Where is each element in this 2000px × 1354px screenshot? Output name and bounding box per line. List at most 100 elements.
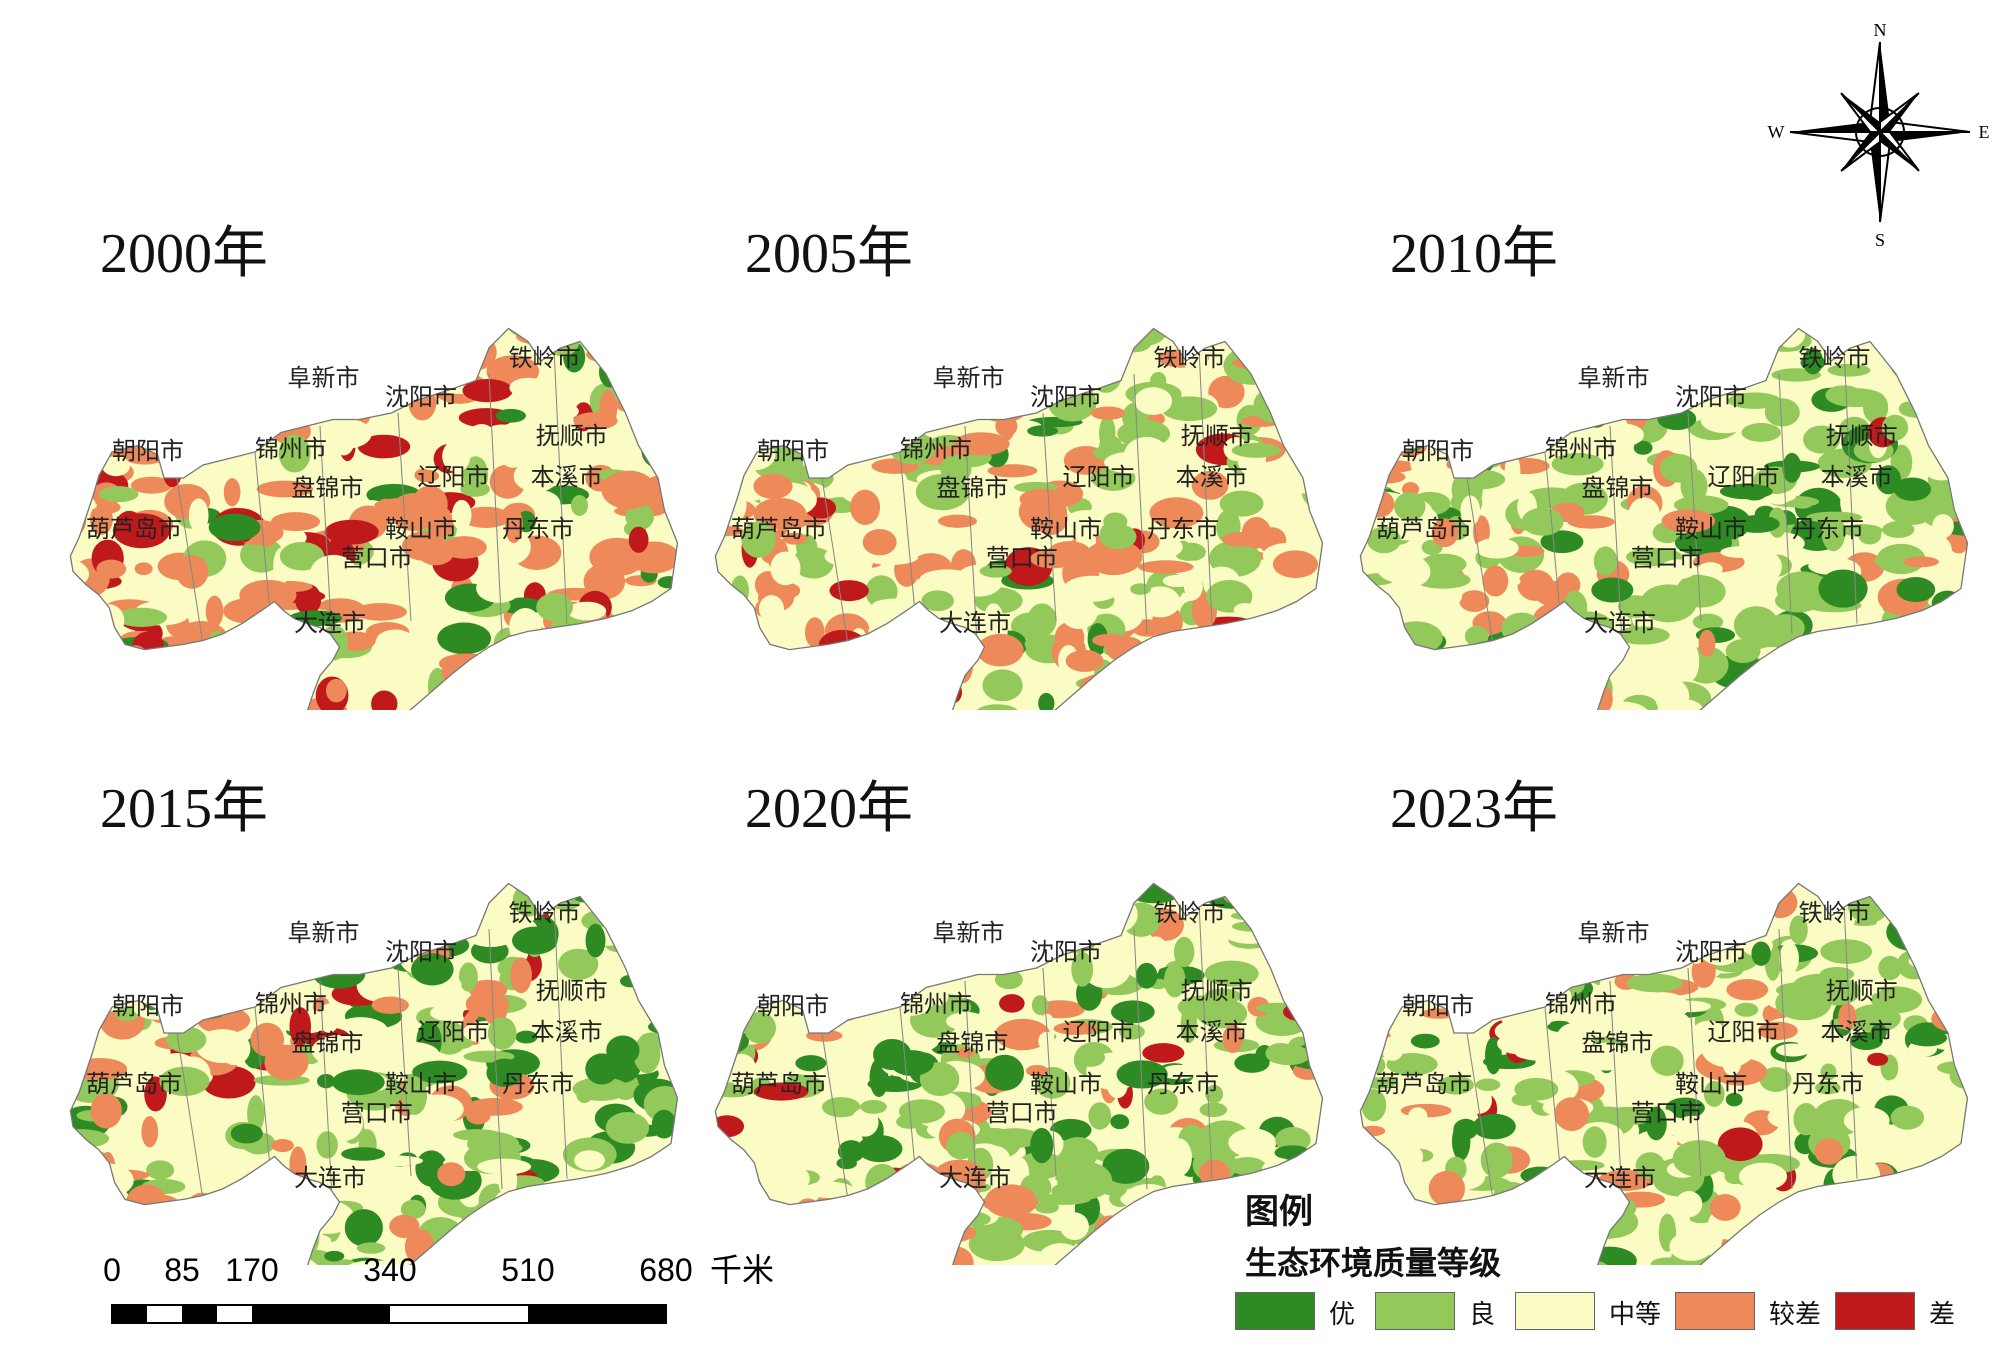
province-border [1359,327,1969,710]
ecology-patch [357,434,411,459]
ecology-patch [198,698,254,710]
ecology-patch [133,328,176,339]
ecology-patch [1922,699,1948,710]
ecology-patch [601,470,657,510]
ecology-patch [70,1147,105,1170]
ecology-patch [70,1050,85,1069]
legend-subtitle: 生态环境质量等级 [1245,1244,1502,1282]
ecology-patch [1138,560,1194,574]
ecology-patch [1281,971,1319,1003]
ecology-patch [1686,351,1730,370]
ecology-patch [1507,340,1530,352]
ecology-patch [617,1169,666,1182]
panel-year-label: 2023年 [1390,778,1558,840]
city-label: 阜新市 [1577,919,1650,948]
ecology-patch [1920,328,1943,342]
ecology-patch [801,393,857,430]
ecology-patch [1014,343,1070,357]
ecology-patch [415,469,440,483]
city-label: 抚顺市 [1825,421,1898,450]
ecology-patch [608,676,655,701]
ecology-patch [270,512,321,532]
ecology-patch [740,906,758,920]
ecology-patch [209,1198,245,1234]
ecology-patch [1391,696,1434,710]
ecology-patch [371,690,398,710]
ecology-patch [1191,470,1229,500]
ecology-patch [70,924,106,951]
city-label: 本溪市 [530,463,603,492]
ecology-patch [1820,1063,1837,1081]
ecology-patch [1815,1081,1841,1095]
ecology-patch [1234,328,1290,333]
ecology-patch [900,883,917,888]
ecology-patch [550,677,584,704]
ecology-patch [1675,1190,1703,1218]
ecology-patch [443,883,478,899]
ecology-patch [535,645,569,670]
ecology-patch [437,1162,466,1187]
ecology-patch [185,883,211,895]
ecology-patch [1140,1247,1193,1265]
ecology-patch [134,562,153,576]
ecology-patch [719,883,741,913]
ecology-patch [1491,944,1538,971]
ecology-patch [98,486,139,503]
ecology-patch [1290,681,1323,710]
ecology-patch [931,955,960,966]
ecology-patch [1205,926,1221,959]
city-label: 盘锦市 [291,473,364,502]
ecology-patch [1925,338,1952,366]
ecology-patch [1233,603,1256,617]
ecology-patch [1661,509,1716,533]
ecology-patch [1228,1128,1277,1158]
ecology-patch [573,412,618,430]
ecology-patch [384,1041,440,1068]
ecology-patch [370,655,394,676]
ecology-patch [827,332,853,366]
ecology-patch [840,353,870,389]
ecology-patch [849,657,900,668]
ecology-patch [1920,1112,1943,1128]
ecology-patch [1948,887,1968,911]
city-boundary [1042,412,1057,622]
ecology-patch [389,1214,420,1238]
ecology-patch [818,629,867,662]
ecology-patch [1140,586,1181,618]
ecology-patch [177,345,194,362]
ecology-patch [1205,1084,1224,1104]
ecology-patch [750,1212,792,1247]
ecology-patch [1472,1113,1516,1140]
compass-rose-icon: N S E W [1768,20,1990,250]
ecology-patch [1750,328,1790,345]
ecology-patch [1199,1102,1228,1118]
ecology-patch [816,956,863,986]
ecology-patch [240,537,284,573]
ecology-patch [1931,1006,1968,1032]
city-label: 葫芦岛市 [731,1070,827,1099]
ecology-patch [912,651,949,683]
ecology-patch [1252,640,1307,655]
ecology-patch [1893,477,1932,501]
ecology-patch [1936,1093,1968,1115]
ecology-patch [1234,633,1284,671]
ecology-patch [1499,332,1537,369]
ecology-patch [1183,571,1203,601]
ecology-patch [1132,686,1155,710]
ecology-patch [1814,1138,1844,1165]
province-border [1359,882,1969,1265]
ecology-patch [1360,993,1387,1029]
ecology-patch [938,514,978,528]
ecology-patch [1889,670,1942,694]
city-boundary [821,1032,849,1200]
ecology-patch [447,355,482,378]
ecology-patch [353,950,383,967]
ecology-patch [1717,1127,1763,1162]
ecology-patch [1904,891,1930,929]
map-panel-2000: 2000年 铁岭市 阜新市 沈阳市 抚顺市 朝阳市 锦州市 辽阳市 本溪市 盘锦市 葫芦岛市 鞍山市… [60,190,700,710]
ecology-patch [657,1216,678,1230]
ecology-patch [1692,328,1750,346]
ecology-patch [636,1226,678,1240]
ecology-patch [1100,706,1146,710]
ecology-patch [1558,662,1602,689]
